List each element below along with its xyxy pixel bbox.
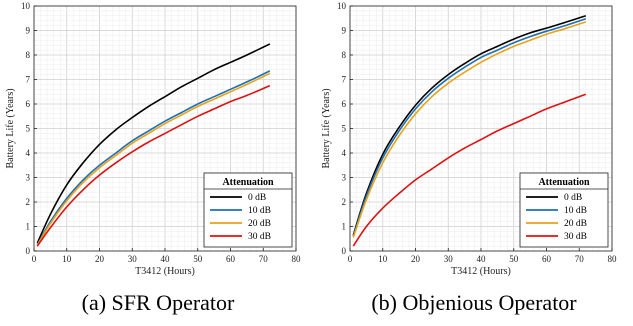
x-tick-label: 60 — [226, 254, 236, 264]
series-line-20-db — [352, 21, 587, 238]
legend: Attenuation 0 dB 10 dB 20 dB 30 dB — [203, 172, 293, 248]
y-axis-label: Battery Life (Years) — [5, 88, 16, 168]
x-tick-label: 20 — [95, 254, 105, 264]
series-line-10-db — [36, 70, 271, 246]
legend-label: 30 dB — [564, 232, 587, 242]
x-tick-label: 10 — [378, 254, 388, 264]
chart-objenious: 0 10 20 30 40 50 60 70 80 0 1 2 3 4 5 6 7 8 9 10 T3412 (Hour… — [321, 1, 618, 277]
legend-label: 0 dB — [248, 193, 266, 203]
y-tick-label: 0 — [26, 246, 31, 256]
chart-panel-b: 0 10 20 30 40 50 60 70 80 0 1 2 3 4 5 6 7 8 9 10 T3412 (Hour… — [316, 0, 632, 326]
y-tick-label: 1 — [342, 222, 347, 232]
y-tick-label: 1 — [26, 222, 31, 232]
x-tick-label: 10 — [62, 254, 72, 264]
legend-label: 20 dB — [564, 219, 587, 229]
series-line-0-db — [36, 43, 271, 244]
x-tick-label: 40 — [161, 254, 171, 264]
y-tick-label: 10 — [337, 1, 347, 11]
y-tick-label: 2 — [342, 197, 347, 207]
y-tick-label: 7 — [342, 75, 347, 85]
series-line-30-db — [36, 84, 271, 247]
y-axis-label: Battery Life (Years) — [321, 88, 332, 168]
y-tick-label: 6 — [26, 99, 31, 109]
x-tick-label: 30 — [128, 254, 138, 264]
y-tick-label: 5 — [26, 124, 31, 134]
caption-b: (b) Objenious Operator — [371, 290, 577, 315]
legend-label: 30 dB — [248, 232, 271, 242]
x-tick-label: 50 — [509, 254, 519, 264]
series-line-30-db — [352, 93, 587, 247]
x-tick-label: 80 — [608, 254, 618, 264]
series-line-0-db — [352, 15, 587, 236]
x-tick-label: 50 — [193, 254, 203, 264]
series-line-20-db — [36, 72, 271, 246]
legend-label: 20 dB — [248, 219, 271, 229]
legend-label: 10 dB — [248, 206, 271, 216]
x-tick-label: 80 — [292, 254, 302, 264]
series-line-10-db — [352, 17, 587, 237]
y-tick-label: 8 — [26, 50, 31, 60]
y-tick-label: 7 — [26, 75, 31, 85]
x-tick-label: 20 — [411, 254, 421, 264]
y-tick-label: 3 — [342, 173, 347, 183]
chart-sfr: 0 10 20 30 40 50 60 70 80 0 1 2 3 4 5 6 7 8 9 10 T3412 (Hour… — [5, 1, 302, 277]
y-tick-label: 2 — [26, 197, 31, 207]
legend-label: 10 dB — [564, 206, 587, 216]
x-tick-label: 70 — [575, 254, 585, 264]
x-tick-label: 30 — [444, 254, 454, 264]
legend-title: Attenuation — [538, 177, 590, 188]
y-tick-label: 4 — [342, 148, 347, 158]
legend-title: Attenuation — [222, 177, 274, 188]
caption-a: (a) SFR Operator — [81, 290, 235, 315]
x-tick-label: 0 — [348, 254, 353, 264]
y-tick-label: 0 — [342, 246, 347, 256]
y-tick-label: 3 — [26, 173, 31, 183]
y-tick-label: 5 — [342, 124, 347, 134]
x-tick-label: 70 — [259, 254, 269, 264]
y-tick-label: 10 — [21, 1, 31, 11]
x-tick-label: 40 — [477, 254, 487, 264]
chart-panel-a: 0 10 20 30 40 50 60 70 80 0 1 2 3 4 5 6 7 8 9 10 T3412 (Hour… — [0, 0, 316, 326]
y-tick-label: 9 — [342, 26, 347, 36]
x-axis-label: T3412 (Hours) — [451, 266, 511, 277]
x-tick-label: 60 — [542, 254, 552, 264]
legend-label: 0 dB — [564, 193, 582, 203]
x-axis-label: T3412 (Hours) — [135, 266, 195, 277]
legend: Attenuation 0 dB 10 dB 20 dB 30 dB — [519, 172, 609, 248]
y-tick-label: 9 — [26, 26, 31, 36]
x-tick-label: 0 — [32, 254, 37, 264]
y-tick-label: 4 — [26, 148, 31, 158]
y-tick-label: 8 — [342, 50, 347, 60]
y-tick-label: 6 — [342, 99, 347, 109]
